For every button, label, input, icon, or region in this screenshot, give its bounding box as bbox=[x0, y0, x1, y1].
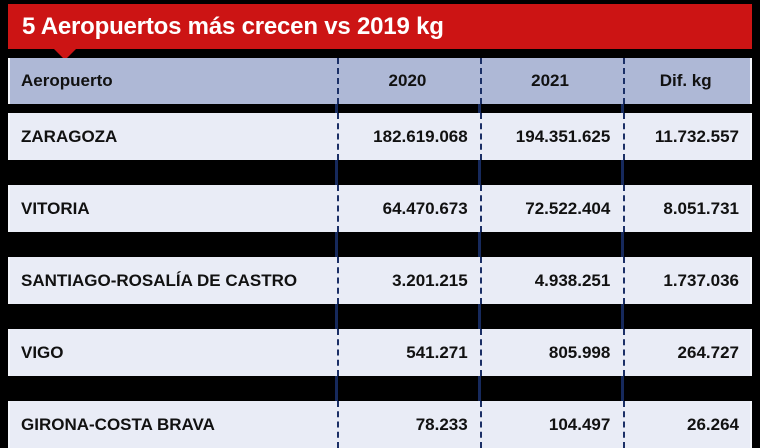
cell-2020: 64.470.673 bbox=[382, 198, 468, 218]
table-row: VIGO 541.271 805.998 264.727 bbox=[8, 329, 752, 376]
cell-dif: 1.737.036 bbox=[663, 270, 739, 290]
table-row: GIRONA-COSTA BRAVA 78.233 104.497 26.264 bbox=[8, 401, 752, 448]
cell-2020: 541.271 bbox=[406, 342, 468, 362]
cell-aeropuerto: GIRONA-COSTA BRAVA bbox=[21, 414, 215, 434]
cell-aeropuerto: VIGO bbox=[21, 342, 64, 362]
column-divider-2 bbox=[480, 329, 482, 376]
column-divider-2 bbox=[480, 401, 482, 448]
column-header-2020: 2020 bbox=[388, 71, 427, 90]
column-header-2021: 2021 bbox=[531, 71, 569, 90]
cell-dif: 26.264 bbox=[687, 414, 739, 434]
title-pointer-triangle bbox=[54, 49, 76, 60]
cell-dif: 8.051.731 bbox=[663, 198, 739, 218]
table-row: VITORIA 64.470.673 72.522.404 8.051.731 bbox=[8, 185, 752, 232]
column-divider-3 bbox=[623, 257, 625, 304]
column-divider-1 bbox=[337, 257, 339, 304]
cell-2021: 4.938.251 bbox=[534, 270, 611, 290]
column-divider-1 bbox=[337, 401, 339, 448]
column-divider-3 bbox=[623, 329, 625, 376]
cell-2020: 78.233 bbox=[415, 414, 468, 434]
column-divider-3 bbox=[623, 185, 625, 232]
column-divider-1 bbox=[337, 329, 339, 376]
cell-aeropuerto: ZARAGOZA bbox=[21, 126, 118, 146]
cell-2021: 104.497 bbox=[548, 414, 611, 434]
table-row: SANTIAGO-ROSALÍA DE CASTRO 3.201.215 4.9… bbox=[8, 257, 752, 304]
column-header-aeropuerto: Aeropuerto bbox=[21, 71, 113, 90]
cell-2020: 182.619.068 bbox=[373, 126, 468, 146]
column-header-dif-kg: Dif. kg bbox=[659, 71, 712, 90]
cell-2021: 805.998 bbox=[548, 342, 611, 362]
cell-2021: 72.522.404 bbox=[525, 198, 611, 218]
cell-aeropuerto: SANTIAGO-ROSALÍA DE CASTRO bbox=[21, 270, 298, 290]
table-row: ZARAGOZA 182.619.068 194.351.625 11.732.… bbox=[8, 113, 752, 160]
cell-dif: 11.732.557 bbox=[654, 126, 739, 146]
title-banner: 5 Aeropuertos más crecen vs 2019 kg bbox=[8, 4, 752, 49]
column-divider-1 bbox=[337, 58, 339, 104]
column-divider-3 bbox=[623, 113, 625, 160]
column-divider-1 bbox=[337, 113, 339, 160]
column-divider-2 bbox=[480, 113, 482, 160]
column-divider-2 bbox=[480, 257, 482, 304]
table-header-row: Aeropuerto 2020 2021 Dif. kg bbox=[8, 58, 752, 104]
data-table: Aeropuerto 2020 2021 Dif. kg ZARAGOZA 18… bbox=[8, 58, 752, 448]
column-divider-3 bbox=[623, 401, 625, 448]
cell-dif: 264.727 bbox=[677, 342, 739, 362]
column-divider-3 bbox=[623, 58, 625, 104]
column-divider-1 bbox=[337, 185, 339, 232]
cell-2020: 3.201.215 bbox=[392, 270, 468, 290]
column-divider-2 bbox=[480, 185, 482, 232]
cell-2021: 194.351.625 bbox=[515, 126, 611, 146]
page-title: 5 Aeropuertos más crecen vs 2019 kg bbox=[22, 12, 444, 40]
cell-aeropuerto: VITORIA bbox=[21, 198, 90, 218]
column-divider-2 bbox=[480, 58, 482, 104]
